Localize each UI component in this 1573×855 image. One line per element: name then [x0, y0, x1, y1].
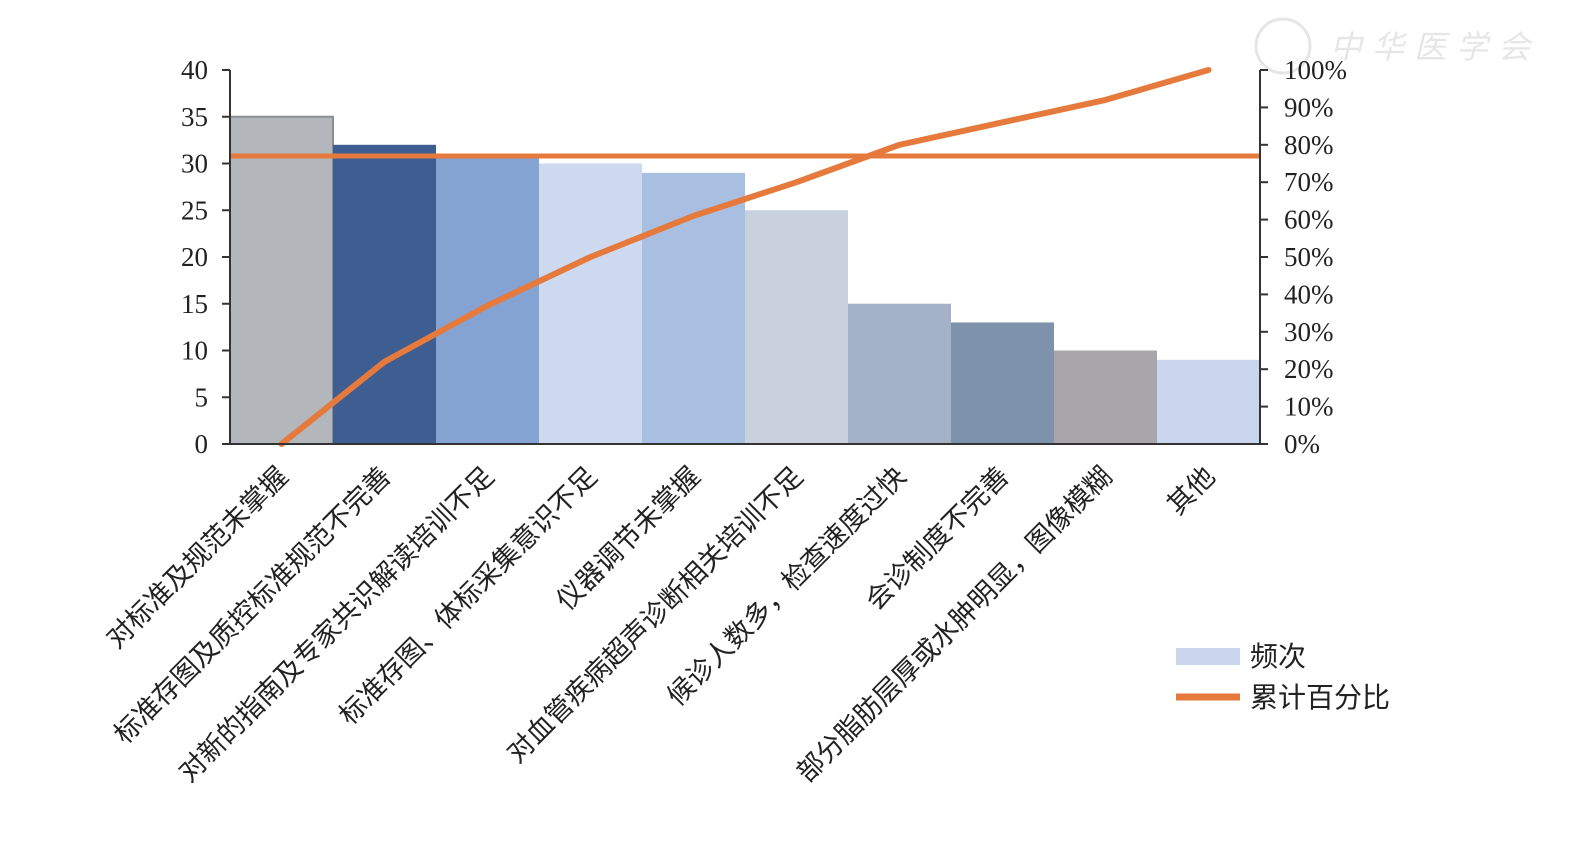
y-left-tick-label-8: 40: [181, 55, 208, 85]
y-left-tick-label-5: 25: [181, 195, 208, 225]
bar-6: [848, 303, 951, 444]
y-right-tick-label-3: 30%: [1284, 317, 1334, 347]
y-right-tick-label-10: 100%: [1284, 55, 1347, 85]
watermark: 中华医学会: [1254, 17, 1540, 75]
axes-group: 0 5 10 15 20 25 30 35 40 0% 10% 20% 30% 40% 50% 60% 70% 8…: [181, 55, 1347, 459]
y-left-tick-label-2: 10: [181, 336, 208, 366]
legend-label-line: 累计百分比: [1250, 681, 1390, 714]
y-left-tick-label-0: 0: [195, 429, 209, 459]
bar-2: [436, 154, 539, 444]
bar-8: [1054, 350, 1157, 444]
y-right-tick-label-8: 80%: [1284, 130, 1334, 160]
cumulative-percent-line: [278, 67, 1212, 447]
legend-swatch-bar: [1176, 648, 1240, 665]
y-left-tick-label-1: 5: [195, 382, 209, 412]
bar-3: [539, 163, 642, 444]
y-right-tick-label-7: 70%: [1284, 167, 1334, 197]
cumulative-point-4: [693, 215, 694, 217]
watermark-text: 中华医学会: [1330, 28, 1540, 66]
cumulative-point-3: [590, 256, 591, 258]
y-right-tick-label-0: 0%: [1284, 429, 1320, 459]
y-right-tick-label-6: 60%: [1284, 205, 1334, 235]
cumulative-point-6: [899, 144, 900, 146]
cumulative-point-9: [1208, 69, 1209, 71]
bar-7: [951, 322, 1054, 444]
watermark-seal-icon: [1254, 17, 1312, 75]
y-right-tick-label-2: 20%: [1284, 354, 1334, 384]
y-right-tick-label-1: 10%: [1284, 392, 1334, 422]
cumulative-point-7: [1002, 121, 1003, 123]
bar-5: [745, 210, 848, 444]
y-left-tick-label-4: 20: [181, 242, 208, 272]
cumulative-line-group: [278, 67, 1212, 447]
y-left-tick-label-7: 35: [181, 102, 208, 132]
bar-0: [229, 115, 334, 445]
bar-1: [333, 144, 436, 445]
y-left-tick-label-3: 15: [181, 289, 208, 319]
y-right-tick-label-4: 40%: [1284, 279, 1334, 309]
y-right-tick-label-5: 50%: [1284, 242, 1334, 272]
bars-group: [229, 115, 1260, 445]
cumulative-point-5: [796, 181, 797, 183]
category-label-9: 其他: [1161, 461, 1221, 521]
bar-9: [1157, 359, 1260, 444]
cumulative-point-1: [384, 361, 385, 363]
category-labels-group: 对标准及规范未掌握标准存图及质控标准规范不完善对新的指南及专家共识解读培训不足标…: [101, 461, 1222, 788]
y-right-tick-label-9: 90%: [1284, 92, 1334, 122]
y-left-tick-label-6: 30: [181, 149, 208, 179]
cumulative-point-2: [487, 305, 488, 307]
legend-label-bar: 频次: [1250, 640, 1306, 673]
cumulative-point-8: [1105, 99, 1106, 101]
category-label-0: 对标准及规范未掌握: [101, 461, 295, 655]
